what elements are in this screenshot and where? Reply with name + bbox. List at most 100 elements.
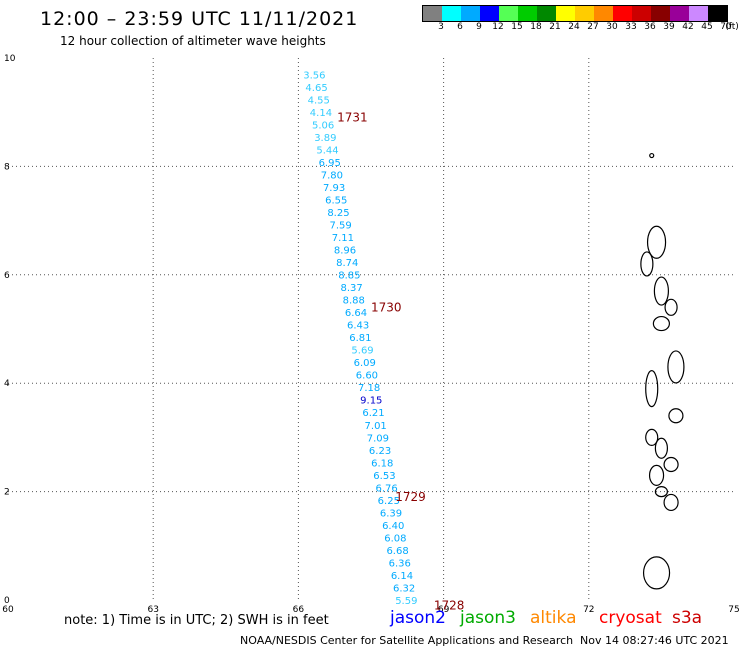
wave-height-value: 6.36 [389,558,411,569]
wave-height-value: 7.80 [321,170,343,181]
island-outline [645,370,659,408]
island-outline [646,225,667,259]
wave-height-value: 7.18 [358,383,380,394]
lon-tick-label: 75 [728,605,739,615]
color-swatch [575,6,594,21]
lat-tick-label: 0 [4,596,10,606]
time-label: 1730 [371,300,402,314]
color-scale-label: 36 [644,22,656,32]
wave-height-value: 7.93 [323,183,345,194]
island-outline [664,298,678,316]
wave-height-value: 4.65 [305,83,327,94]
credit-text: NOAA/NESDIS Center for Satellite Applica… [240,634,574,647]
lon-tick-label: 63 [147,605,158,615]
color-swatch [670,6,689,21]
wave-height-value: 8.88 [343,296,365,307]
color-scale-label: 30 [606,22,618,32]
lon-tick-label: 72 [583,605,594,615]
island-outline [642,556,671,590]
footer-note: note: 1) Time is in UTC; 2) SWH is in fe… [64,613,329,628]
wave-height-value: 6.60 [356,371,378,382]
color-swatch [594,6,613,21]
color-swatch [518,6,537,21]
island-outline [667,350,685,384]
wave-height-value: 7.11 [332,233,354,244]
lat-tick-label: 4 [4,379,10,389]
island-outline [654,437,669,459]
lon-tick-label: 66 [293,605,305,615]
color-swatch [461,6,480,21]
credit-timestamp: Nov 14 08:27:46 UTC 2021 [580,634,729,647]
time-label: 1731 [337,111,368,125]
wave-height-value: 6.43 [347,321,369,332]
time-label: 1729 [395,490,426,504]
color-scale-label: 15 [511,22,523,32]
wave-height-value: 9.15 [360,396,382,407]
wave-height-value: 8.85 [338,271,360,282]
island-outline [645,428,659,446]
time-label: 1728 [434,598,465,612]
wave-height-value: 3.56 [303,70,325,81]
color-scale-label: 6 [457,22,463,32]
color-swatch [708,6,727,21]
color-scale-label: 27 [587,22,599,32]
island-outline [654,486,669,498]
island-outline [652,315,671,332]
lat-tick-label: 6 [4,271,10,281]
color-scale-label: 24 [568,22,580,32]
wave-height-value: 8.37 [340,283,362,294]
color-scale-label: 39 [663,22,675,32]
lat-tick-label: 8 [4,162,10,172]
color-swatch [632,6,651,21]
color-scale-label: 12 [492,22,504,32]
wave-height-value: 3.89 [314,133,336,144]
lon-tick-label: 60 [2,605,14,615]
wave-height-value: 4.55 [308,95,330,106]
wave-height-value: 6.81 [349,333,371,344]
island-outline [668,408,684,424]
island-outline [640,251,654,277]
wave-height-value: 6.68 [386,546,408,557]
wave-height-value: 8.74 [336,258,358,269]
color-swatch [442,6,461,21]
lat-tick-label: 2 [4,488,10,498]
wave-height-value: 6.55 [325,195,347,206]
color-scale-label: 45 [701,22,713,32]
wave-height-value: 5.59 [395,596,417,607]
wave-height-value: 8.96 [334,246,356,257]
wave-height-value: 5.44 [316,145,338,156]
color-scale-label: 3 [438,22,444,32]
wave-height-value: 6.76 [375,483,397,494]
page-subtitle: 12 hour collection of altimeter wave hei… [60,34,326,48]
island-outline [663,456,679,473]
island-outline [663,493,679,512]
lat-tick-label: 10 [4,54,16,64]
wave-height-value: 6.14 [391,571,413,582]
color-swatch [556,6,575,21]
color-swatch [423,6,442,21]
color-scale-label: 42 [682,22,694,32]
island-outline [653,276,670,306]
color-scale-label: 9 [476,22,482,32]
wave-height-value: 6.08 [384,533,406,544]
color-scale-unit: (ft) [725,22,739,32]
wave-height-value: 6.39 [380,508,402,519]
wave-height-value: 6.21 [362,408,384,419]
color-scale-bar [422,5,728,22]
wave-height-value: 6.53 [373,471,395,482]
color-scale-label: 70 [720,22,732,32]
wave-height-value: 6.18 [371,458,393,469]
island-outline [649,152,655,159]
wave-height-value: 4.14 [310,108,332,119]
color-scale-label: 33 [625,22,637,32]
wave-height-value: 6.32 [393,583,415,594]
satellite-altika: altika [530,608,577,628]
color-scale-label: 21 [549,22,561,32]
wave-height-value: 7.01 [365,421,387,432]
lon-tick-label: 69 [438,605,450,615]
satellite-s3a: s3a [672,608,703,628]
wave-height-value: 6.40 [382,521,404,532]
color-scale-label: 18 [530,22,542,32]
wave-height-value: 6.23 [369,446,391,457]
